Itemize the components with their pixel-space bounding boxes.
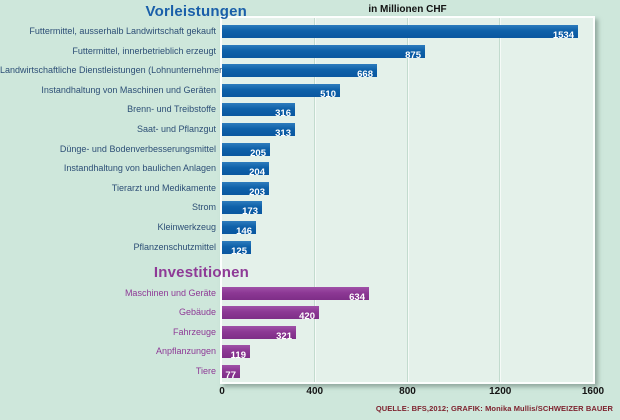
bar-value-label: 204 <box>249 167 265 179</box>
bar: 1534 <box>222 25 578 41</box>
section-title-vorleistungen: Vorleistungen <box>145 3 247 20</box>
bar: 204 <box>222 162 269 179</box>
gridline-800 <box>406 18 409 382</box>
category-label: Tierarzt und Medikamente <box>111 182 216 193</box>
bar-value-label: 205 <box>250 147 266 159</box>
bar-value-label: 510 <box>320 88 336 100</box>
bar: 146 <box>222 221 256 237</box>
section-title-investitionen: Investitionen <box>153 264 249 281</box>
bar: 119 <box>222 345 250 362</box>
x-tick-label: 1200 <box>489 386 512 397</box>
bar: 321 <box>222 325 296 342</box>
category-label: Maschinen und Geräte <box>124 287 216 298</box>
chart-unit-title: in Millionen CHF <box>368 4 447 15</box>
bar: 125 <box>222 240 251 257</box>
x-tick-label: 800 <box>399 386 416 397</box>
bar: 203 <box>222 181 269 198</box>
category-label: Kleinwerkzeug <box>157 222 216 232</box>
x-tick-label: 0 <box>219 386 225 397</box>
bar: 205 <box>222 142 270 159</box>
category-label: Fahrzeuge <box>172 326 216 337</box>
category-label: Pflanzenschutzmittel <box>133 241 216 252</box>
bar: 510 <box>222 83 340 100</box>
category-label: Landwirtschaftliche Dienstleistungen (Lo… <box>0 65 226 76</box>
bar-value-label: 1534 <box>552 30 574 41</box>
bar-value-label: 203 <box>249 186 265 198</box>
category-label: Futtermittel, innerbetrieblich erzeugt <box>72 45 216 56</box>
bar: 316 <box>222 103 295 120</box>
x-tick-label: 400 <box>306 386 324 397</box>
bar: 313 <box>222 123 295 139</box>
bar-value-label: 420 <box>299 311 315 323</box>
category-label: Tiere <box>195 365 216 376</box>
bar-value-label: 321 <box>276 330 292 342</box>
bar-value-label: 313 <box>275 128 291 139</box>
bar: 634 <box>222 286 369 303</box>
bar: 668 <box>222 64 377 81</box>
bar-value-label: 316 <box>275 108 291 120</box>
bar-value-label: 77 <box>225 369 236 381</box>
category-label: Strom <box>191 202 216 213</box>
category-label: Saat- und Pflanzgut <box>136 124 216 134</box>
category-label: Instandhaltung von Maschinen und Geräten <box>41 84 216 95</box>
bar-value-label: 146 <box>236 226 252 237</box>
bar: 77 <box>222 364 240 381</box>
category-label: Brenn- und Treibstoffe <box>127 104 216 115</box>
x-tick-label: 1600 <box>581 386 605 397</box>
bar-value-label: 125 <box>231 245 247 257</box>
gridline-1200 <box>499 18 502 382</box>
bar: 173 <box>222 201 262 218</box>
category-label: Anpflanzungen <box>155 346 216 357</box>
bar: 875 <box>222 44 425 61</box>
source-credit: QUELLE: BFS,2012; GRAFIK: Monika Mullis/… <box>375 404 613 413</box>
bar: 420 <box>222 306 319 323</box>
bar-value-label: 668 <box>357 69 373 81</box>
bar-value-label: 875 <box>405 49 421 61</box>
bar-value-label: 634 <box>349 291 365 303</box>
gridline-400 <box>313 18 316 382</box>
bar-value-label: 119 <box>230 350 246 362</box>
category-label: Futtermittel, ausserhalb Landwirtschaft … <box>29 26 216 36</box>
category-label: Dünge- und Bodenverbesserungsmittel <box>59 143 216 154</box>
bar-value-label: 173 <box>242 206 258 218</box>
category-label: Gebäude <box>178 307 216 318</box>
category-label: Instandhaltung von baulichen Anlagen <box>63 163 216 174</box>
